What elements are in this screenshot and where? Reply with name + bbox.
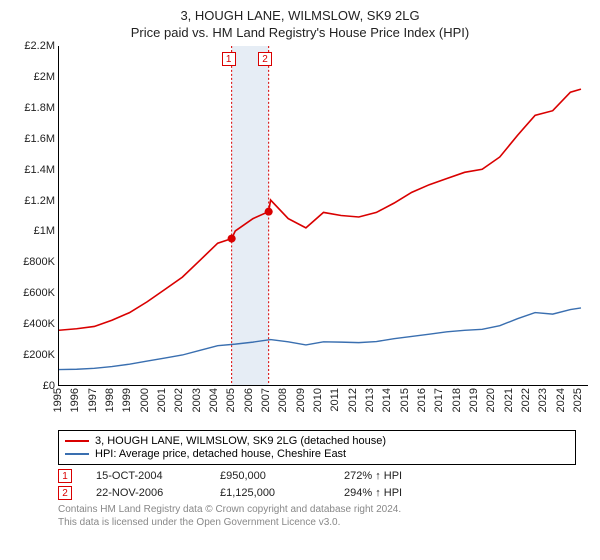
- y-tick-label: £1.6M: [24, 133, 55, 145]
- chart-subtitle: Price paid vs. HM Land Registry's House …: [12, 25, 588, 40]
- x-tick-label: 2009: [295, 388, 307, 412]
- x-tick-label: 2025: [572, 388, 584, 412]
- x-tick-label: 2011: [329, 388, 341, 412]
- x-tick-label: 2020: [485, 388, 497, 412]
- x-tick-label: 2019: [468, 388, 480, 412]
- x-tick-label: 2008: [277, 388, 289, 412]
- x-tick-label: 2024: [555, 388, 567, 412]
- sale-marker-box: 2: [58, 486, 72, 500]
- sale-price: £950,000: [220, 470, 320, 482]
- x-tick-label: 2004: [208, 388, 220, 412]
- y-tick-label: £1.4M: [24, 164, 55, 176]
- x-tick-label: 2007: [260, 388, 272, 412]
- sale-pct: 294% ↑ HPI: [344, 487, 444, 499]
- x-tick-label: 2021: [503, 388, 515, 412]
- sale-date: 15-OCT-2004: [96, 470, 196, 482]
- legend-item: 3, HOUGH LANE, WILMSLOW, SK9 2LG (detach…: [65, 435, 569, 447]
- x-tick-label: 2012: [347, 388, 359, 412]
- sales-row: 1 15-OCT-2004 £950,000 272% ↑ HPI: [58, 469, 576, 483]
- y-tick-label: £1M: [34, 225, 55, 237]
- legend-label: HPI: Average price, detached house, Ches…: [95, 448, 346, 460]
- footer-line: Contains HM Land Registry data © Crown c…: [58, 504, 576, 517]
- legend: 3, HOUGH LANE, WILMSLOW, SK9 2LG (detach…: [58, 430, 576, 465]
- x-tick-label: 2001: [156, 388, 168, 412]
- x-tick-label: 2016: [416, 388, 428, 412]
- sale-pct: 272% ↑ HPI: [344, 470, 444, 482]
- sales-table: 1 15-OCT-2004 £950,000 272% ↑ HPI 2 22-N…: [58, 469, 576, 500]
- x-tick-label: 2000: [139, 388, 151, 412]
- sale-price: £1,125,000: [220, 487, 320, 499]
- plot-svg: [59, 46, 588, 385]
- sale-date: 22-NOV-2006: [96, 487, 196, 499]
- y-tick-label: £2M: [34, 71, 55, 83]
- x-tick-label: 1996: [69, 388, 81, 412]
- y-tick-label: £1.2M: [24, 195, 55, 207]
- x-tick-label: 2010: [312, 388, 324, 412]
- x-tick-label: 2022: [520, 388, 532, 412]
- y-tick-label: £200K: [23, 349, 55, 361]
- sale-marker-box: 1: [222, 52, 236, 66]
- legend-swatch: [65, 453, 89, 455]
- sale-marker-box: 1: [58, 469, 72, 483]
- x-tick-label: 2002: [173, 388, 185, 412]
- x-tick-label: 1997: [87, 388, 99, 412]
- x-tick-label: 2014: [381, 388, 393, 412]
- plot-area: 12£0£200K£400K£600K£800K£1M£1.2M£1.4M£1.…: [58, 46, 588, 386]
- sales-row: 2 22-NOV-2006 £1,125,000 294% ↑ HPI: [58, 486, 576, 500]
- footer-line: This data is licensed under the Open Gov…: [58, 517, 576, 530]
- x-tick-label: 2023: [537, 388, 549, 412]
- x-tick-label: 1995: [52, 388, 64, 412]
- y-tick-label: £2.2M: [24, 40, 55, 52]
- x-tick-label: 2017: [433, 388, 445, 412]
- legend-swatch: [65, 440, 89, 442]
- legend-item: HPI: Average price, detached house, Ches…: [65, 448, 569, 460]
- x-tick-label: 2005: [225, 388, 237, 412]
- chart-title: 3, HOUGH LANE, WILMSLOW, SK9 2LG: [12, 8, 588, 23]
- x-tick-label: 2018: [451, 388, 463, 412]
- x-tick-label: 2006: [243, 388, 255, 412]
- chart-container: 3, HOUGH LANE, WILMSLOW, SK9 2LG Price p…: [0, 0, 600, 560]
- x-axis-ticks: 1995199619971998199920002001200220032004…: [58, 386, 588, 426]
- x-tick-label: 2015: [399, 388, 411, 412]
- footer-note: Contains HM Land Registry data © Crown c…: [58, 504, 576, 529]
- x-tick-label: 2003: [191, 388, 203, 412]
- y-tick-label: £800K: [23, 256, 55, 268]
- sale-marker-box: 2: [258, 52, 272, 66]
- y-tick-label: £1.8M: [24, 102, 55, 114]
- y-tick-label: £400K: [23, 318, 55, 330]
- x-tick-label: 1999: [121, 388, 133, 412]
- x-tick-label: 2013: [364, 388, 376, 412]
- y-tick-label: £600K: [23, 287, 55, 299]
- x-tick-label: 1998: [104, 388, 116, 412]
- legend-label: 3, HOUGH LANE, WILMSLOW, SK9 2LG (detach…: [95, 435, 386, 447]
